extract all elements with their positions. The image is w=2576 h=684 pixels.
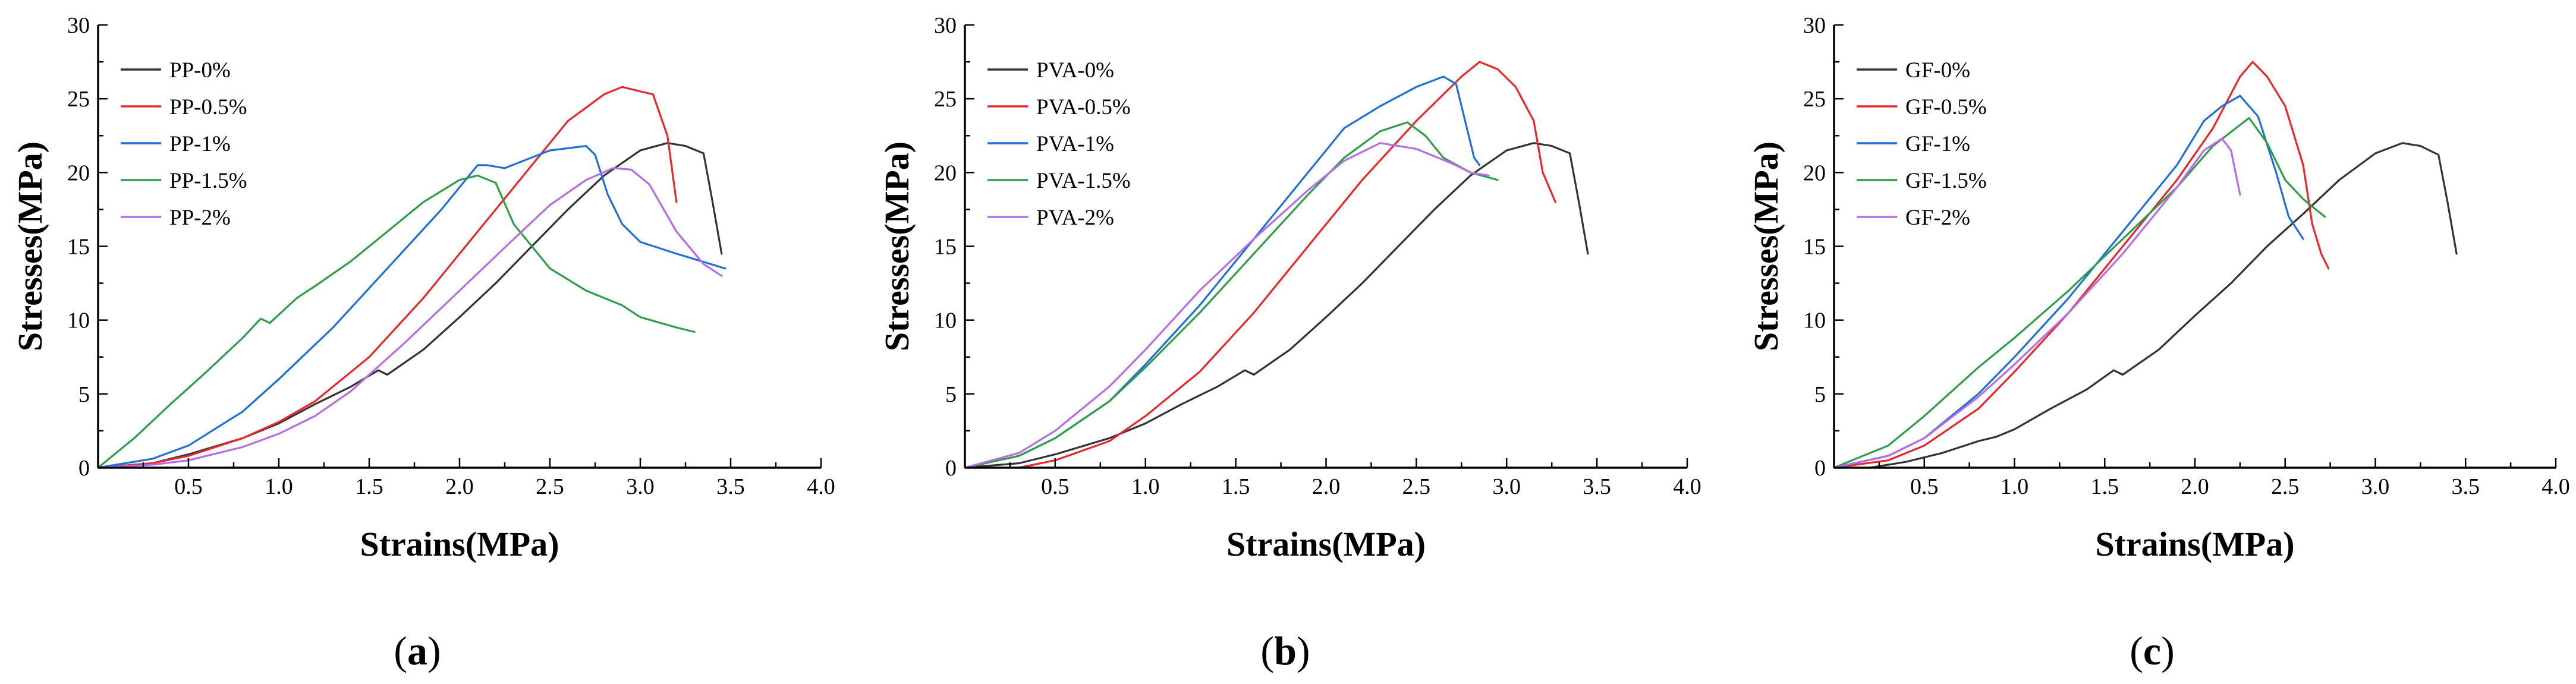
- x-tick-label: 3.0: [2361, 474, 2390, 499]
- x-tick-label: 3.0: [1493, 474, 1521, 499]
- legend-label: GF-0%: [1905, 58, 1970, 83]
- x-axis-title: Strains(MPa): [360, 525, 559, 563]
- x-tick-label: 4.0: [1673, 474, 1701, 499]
- chart-panel-b: 0.5 1.0 1.5 2.0 2.5 3.0 3.5 4.0 0 5 10 15 20 25 30 Stra…: [877, 13, 1701, 673]
- x-tick-label: 1.5: [355, 474, 383, 499]
- legend-label: PVA-1.5%: [1036, 169, 1131, 193]
- legend-label: PP-0%: [169, 58, 231, 83]
- x-tick-label: 2.5: [2271, 474, 2300, 499]
- y-tick-label: 30: [1803, 13, 1826, 38]
- y-tick-label: 0: [1814, 456, 1826, 481]
- legend-label: PP-0.5%: [169, 95, 247, 119]
- legend-label: GF-1%: [1905, 132, 1970, 156]
- x-axis-title: Strains(MPa): [1226, 525, 1426, 563]
- legend-label: PVA-0%: [1036, 58, 1114, 83]
- series-line-a-3: [97, 174, 696, 469]
- y-tick-label: 15: [934, 235, 957, 260]
- legend: PVA-0% PVA-0.5% PVA-1% PVA-1.5% PVA-2%: [987, 58, 1131, 230]
- series-group: [964, 61, 1589, 469]
- series-line-c-4: [1833, 137, 2241, 469]
- legend-label: PVA-0.5%: [1036, 95, 1131, 119]
- y-tick-label: 10: [1803, 308, 1826, 333]
- x-tick-label: 3.5: [716, 474, 745, 499]
- y-tick-label: 20: [67, 160, 90, 185]
- x-tick-label: 2.5: [536, 474, 564, 499]
- series-line-a-1: [97, 86, 678, 469]
- series-line-c-0: [1869, 142, 2458, 469]
- panel-label: (c): [2130, 628, 2175, 673]
- series-line-a-2: [97, 145, 726, 469]
- legend-label: PP-2%: [169, 206, 231, 230]
- panel-label: (a): [394, 628, 441, 673]
- x-tick-label: 2.5: [1402, 474, 1431, 499]
- panel-label: (b): [1260, 628, 1310, 673]
- x-tick-label: 4.0: [807, 474, 835, 499]
- chart-panel-a: 0.5 1.0 1.5 2.0 2.5 3.0 3.5 4.0 0 5 10 15 20 25 30 Stra…: [11, 13, 835, 673]
- y-tick-label: 15: [67, 235, 90, 260]
- legend-label: GF-0.5%: [1905, 95, 1987, 119]
- y-axis-title: Stresses(MPa): [877, 141, 916, 351]
- y-tick-label: 20: [934, 160, 957, 185]
- legend: PP-0% PP-0.5% PP-1% PP-1.5% PP-2%: [121, 58, 247, 230]
- series-line-b-4: [964, 142, 1490, 469]
- x-tick-label: 0.5: [1910, 474, 1939, 499]
- y-tick-label: 25: [1803, 87, 1826, 112]
- x-tick-label: 2.0: [2181, 474, 2209, 499]
- legend-label: GF-2%: [1905, 206, 1970, 230]
- x-tick-label: 0.5: [1041, 474, 1070, 499]
- y-tick-label: 5: [78, 382, 90, 407]
- y-tick-label: 0: [78, 456, 90, 481]
- x-tick-label: 2.0: [445, 474, 474, 499]
- series-line-a-4: [97, 167, 723, 469]
- y-tick-label: 25: [934, 87, 957, 112]
- legend-label: PVA-1%: [1036, 132, 1114, 156]
- series-line-b-1: [1018, 61, 1556, 469]
- series-line-b-3: [964, 121, 1499, 469]
- x-tick-label: 1.5: [2091, 474, 2119, 499]
- y-axis-title: Stresses(MPa): [1747, 141, 1785, 351]
- x-tick-label: 3.0: [626, 474, 655, 499]
- y-tick-label: 5: [945, 382, 957, 407]
- legend-label: PP-1.5%: [169, 169, 247, 193]
- chart-panel-c: 0.5 1.0 1.5 2.0 2.5 3.0 3.5 4.0 0 5 10 15 20 25 30 Stra…: [1747, 13, 2570, 673]
- y-tick-label: 15: [1803, 235, 1826, 260]
- legend: GF-0% GF-0.5% GF-1% GF-1.5% GF-2%: [1857, 58, 1987, 230]
- series-line-c-3: [1833, 116, 2326, 469]
- legend-label: GF-1.5%: [1905, 169, 1987, 193]
- x-tick-label: 3.5: [2452, 474, 2480, 499]
- legend-label: PP-1%: [169, 132, 231, 156]
- x-tick-label: 1.0: [2001, 474, 2029, 499]
- y-tick-label: 25: [67, 87, 90, 112]
- series-line-c-1: [1833, 61, 2330, 469]
- y-tick-label: 20: [1803, 160, 1826, 185]
- y-tick-label: 5: [1814, 382, 1826, 407]
- x-tick-label: 1.0: [1131, 474, 1160, 499]
- series-group: [1833, 61, 2458, 469]
- y-tick-label: 10: [934, 308, 957, 333]
- x-axis-title: Strains(MPa): [2095, 525, 2294, 563]
- y-tick-label: 0: [945, 456, 957, 481]
- y-tick-label: 30: [934, 13, 957, 38]
- x-tick-label: 2.0: [1312, 474, 1341, 499]
- x-tick-label: 1.0: [265, 474, 293, 499]
- x-tick-label: 1.5: [1222, 474, 1250, 499]
- x-tick-label: 3.5: [1583, 474, 1611, 499]
- y-tick-label: 10: [67, 308, 90, 333]
- x-tick-label: 0.5: [174, 474, 203, 499]
- legend-label: PVA-2%: [1036, 206, 1114, 230]
- series-group: [97, 86, 726, 469]
- y-tick-label: 30: [67, 13, 90, 38]
- y-axis-title: Stresses(MPa): [11, 141, 49, 351]
- x-tick-label: 4.0: [2542, 474, 2570, 499]
